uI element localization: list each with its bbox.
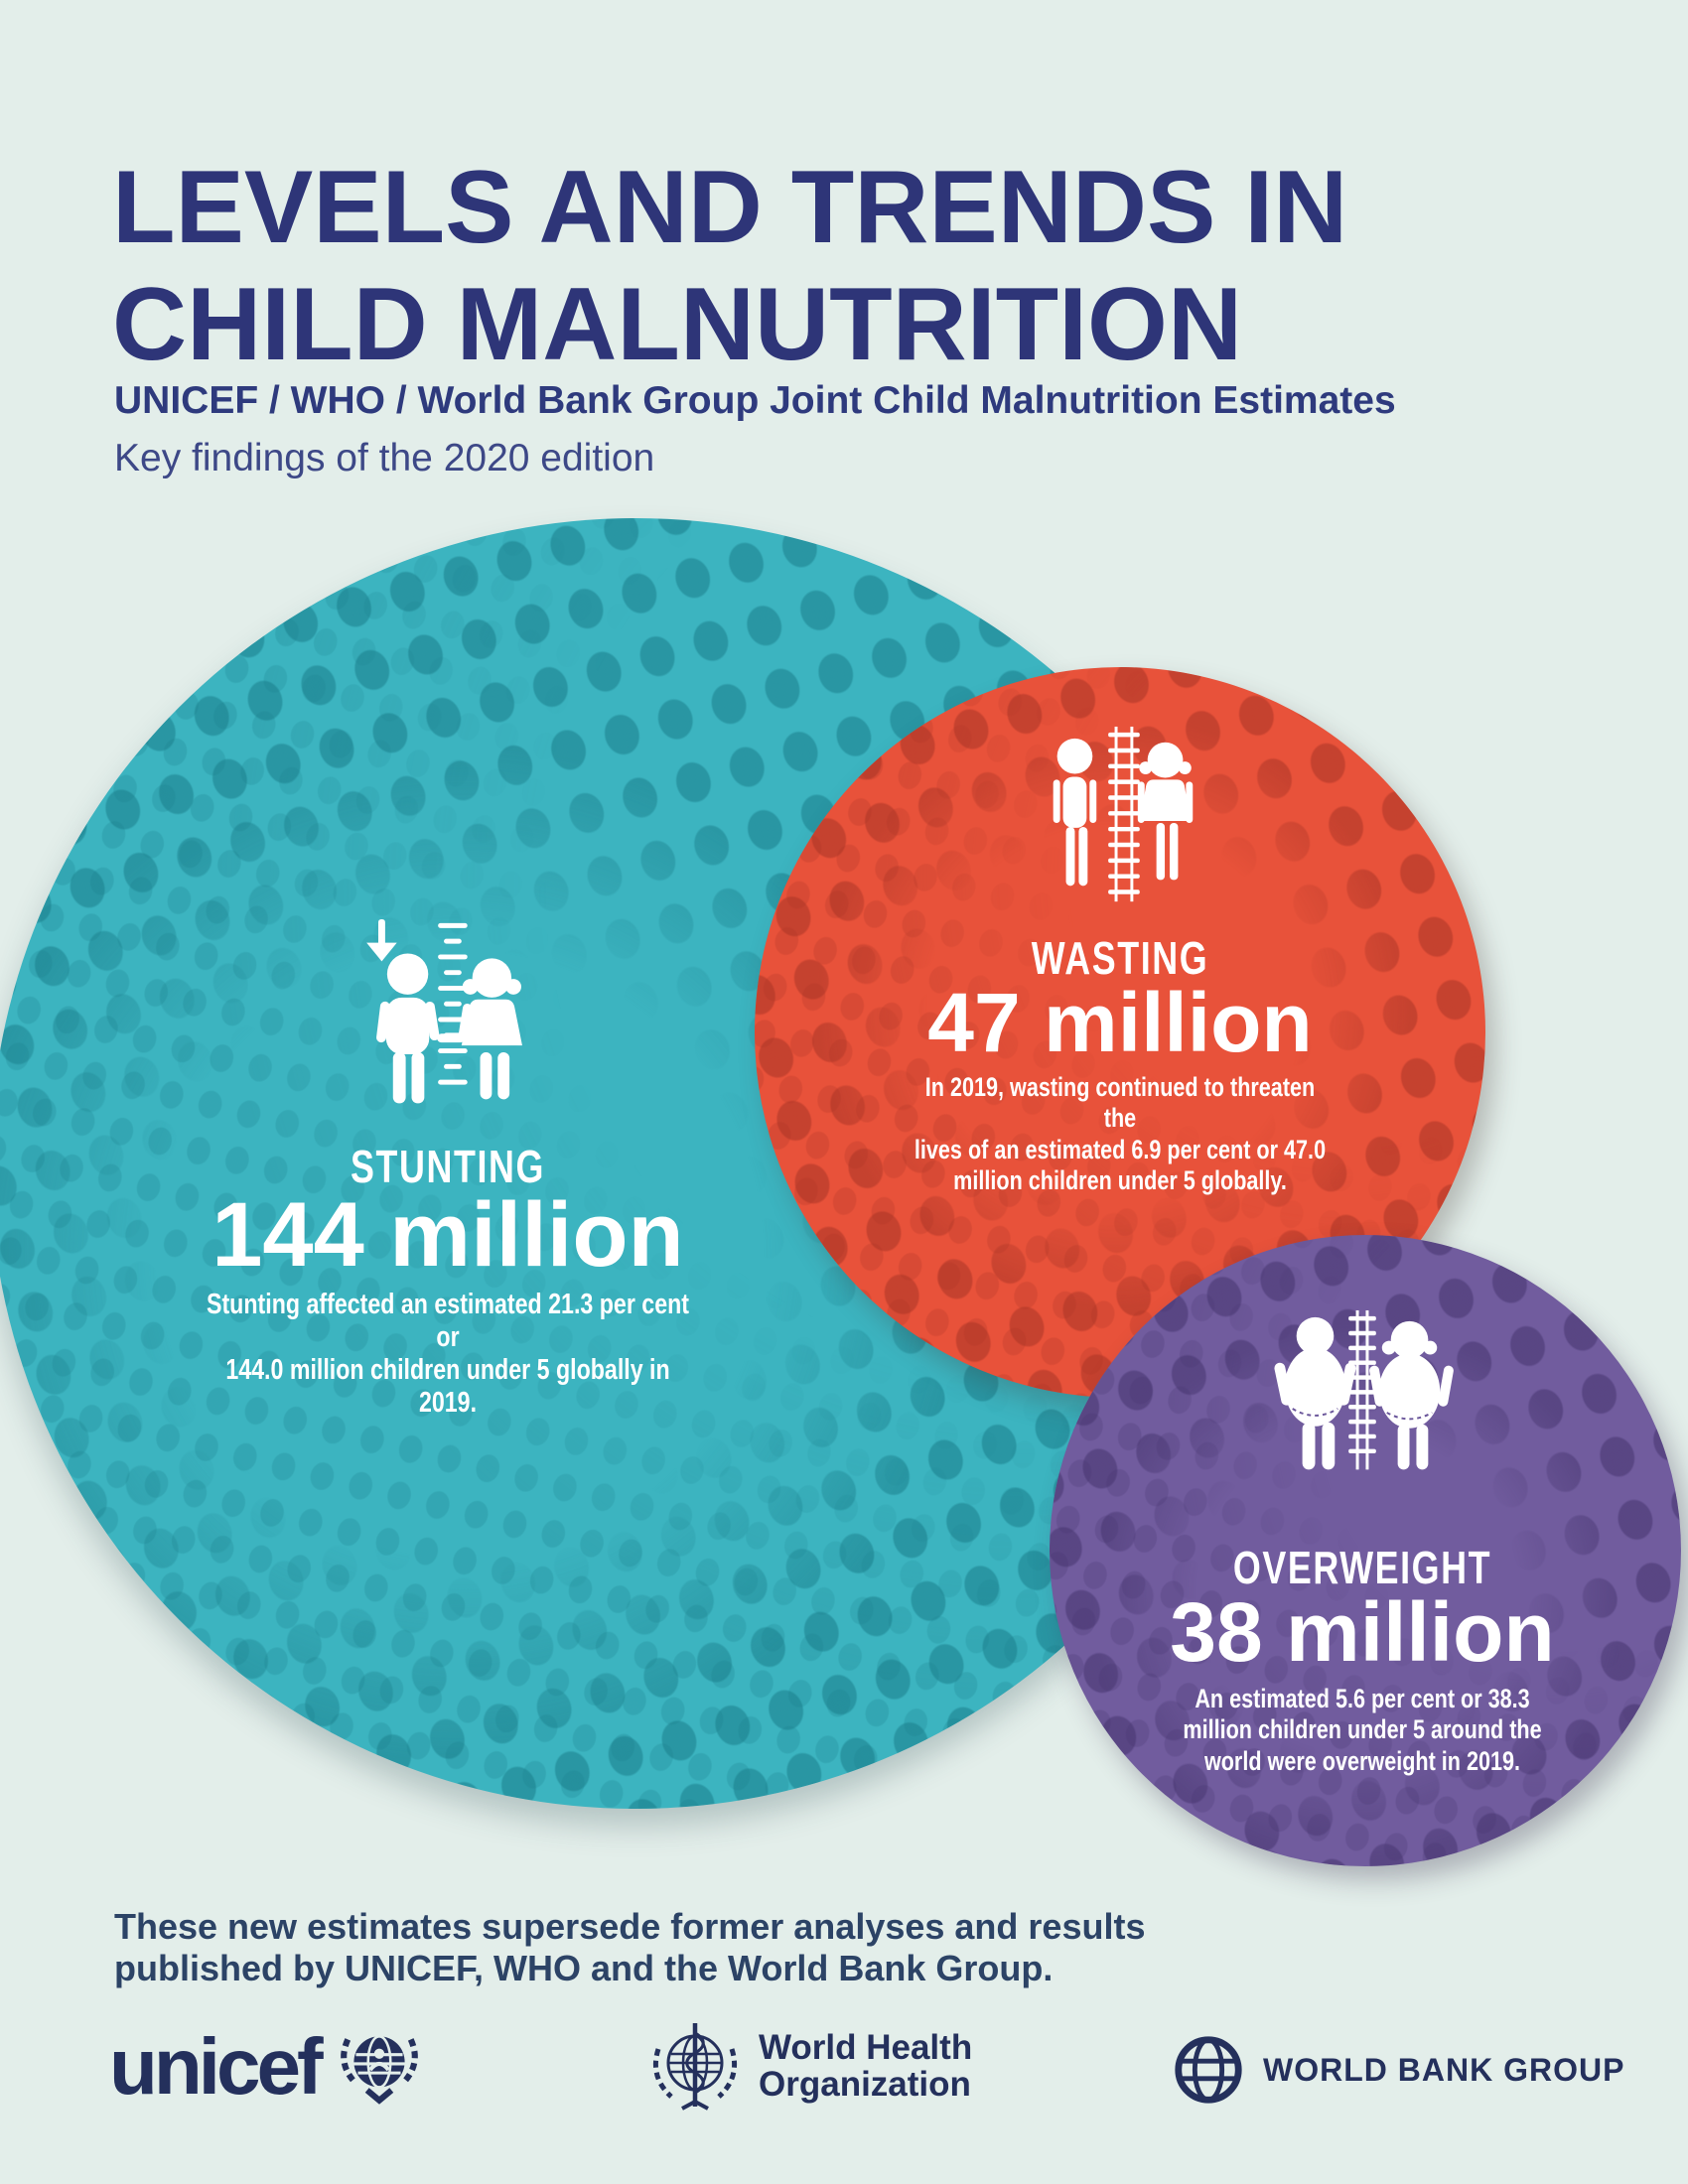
world-bank-name: WORLD BANK GROUP [1263, 2051, 1625, 2088]
unicef-emblem-icon [340, 2035, 418, 2105]
partner-logos: unicef [0, 2015, 1688, 2154]
subtitle: UNICEF / WHO / World Bank Group Joint Ch… [114, 379, 1396, 422]
page-title-line1: LEVELS AND TRENDS IN [112, 149, 1348, 265]
stat-value: 47 million [927, 976, 1313, 1069]
stat-label: WASTING [1031, 932, 1209, 984]
who-name-line1: World Health [759, 2028, 973, 2068]
stat-label: STUNTING [351, 1141, 545, 1192]
world-bank-logo: WORLD BANK GROUP [1170, 2031, 1624, 2109]
stat-label: OVERWEIGHT [1232, 1542, 1492, 1593]
overweight-circle [1050, 1235, 1681, 1866]
stat-value: 144 million [211, 1184, 684, 1286]
who-name-line2: Organization [759, 2065, 971, 2104]
world-bank-globe-icon [1175, 2036, 1242, 2104]
stat-description: Stunting affected an estimated 21.3 per … [206, 1289, 690, 1420]
edition-line: Key findings of the 2020 edition [114, 437, 655, 479]
unicef-logo: unicef [109, 2023, 423, 2111]
page-title: LEVELS AND TRENDS IN CHILD MALNUTRITION [112, 149, 1347, 384]
unicef-wordmark: unicef [109, 2022, 324, 2111]
wasting-children-icon [1053, 726, 1194, 902]
who-name: World Health Organization [759, 2028, 973, 2104]
stunting-stat: STUNTING 144 million Stunting affected a… [140, 915, 756, 1448]
stunting-children-icon [366, 918, 522, 1104]
stat-description: An estimated 5.6 per cent or 38.3 millio… [1183, 1684, 1542, 1776]
stat-value: 38 million [1170, 1585, 1555, 1679]
overweight-stat: OVERWEIGHT 38 million An estimated 5.6 p… [1124, 1308, 1601, 1804]
wasting-stat: WASTING 47 million In 2019, wasting cont… [862, 723, 1378, 1223]
stat-description: In 2019, wasting continued to threaten t… [914, 1072, 1327, 1195]
down-arrow-icon [377, 918, 385, 946]
overweight-children-icon [1274, 1309, 1454, 1470]
who-logo: World Health Organization [645, 2017, 972, 2116]
who-emblem-icon [652, 2023, 738, 2111]
page-title-line2: CHILD MALNUTRITION [112, 267, 1243, 383]
footer-note: These new estimates supersede former ana… [114, 1906, 1146, 1989]
